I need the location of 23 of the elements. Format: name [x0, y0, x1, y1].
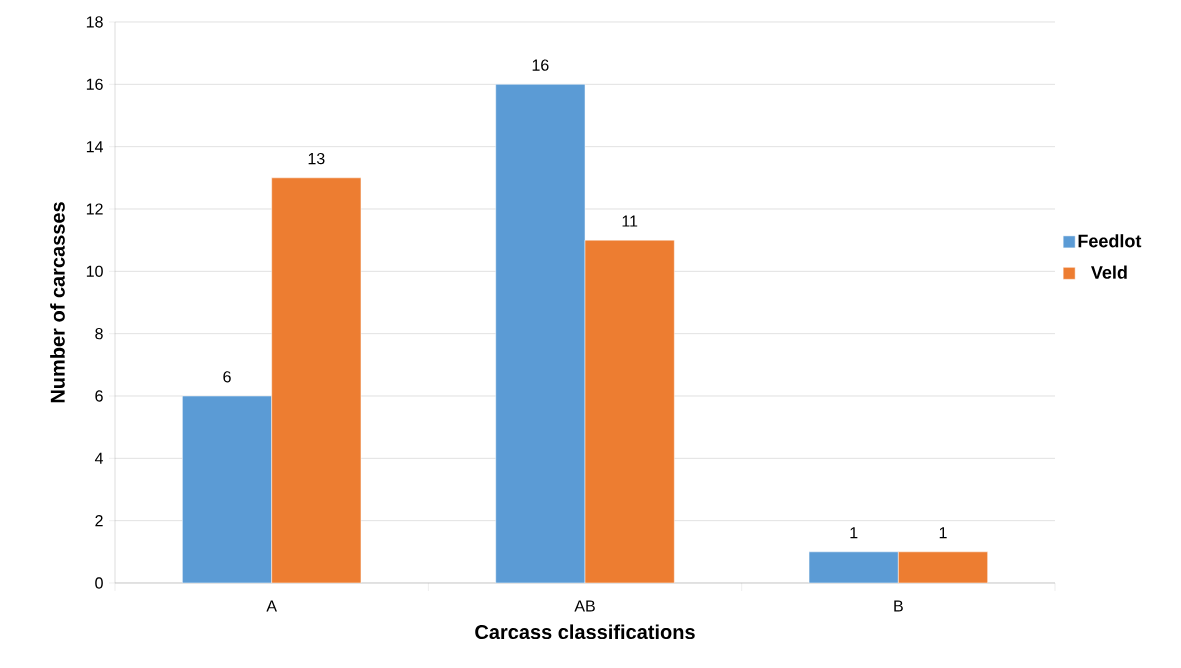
y-tick-label: 18: [86, 16, 103, 28]
x-tick-label: AB: [574, 600, 595, 612]
data-label: 1: [850, 527, 858, 539]
data-label: 11: [622, 215, 638, 227]
data-label: 16: [532, 59, 549, 71]
y-tick-label: 6: [95, 390, 103, 402]
y-axis-title: Number of carcasses: [50, 202, 65, 403]
y-tick-label: 10: [86, 265, 103, 277]
data-label: 13: [308, 152, 325, 165]
x-tick-label: A: [266, 600, 277, 612]
legend-label: Veld: [1091, 265, 1127, 279]
y-tick-label: 16: [86, 78, 103, 90]
y-tick-label: 14: [86, 141, 104, 153]
data-label: 1: [939, 527, 947, 539]
x-tick-label: B: [894, 600, 903, 612]
y-tick-label: 8: [95, 327, 103, 340]
y-tick-label: 2: [95, 515, 103, 527]
y-tick-label: 12: [86, 203, 103, 215]
legend-label: Feedlot: [1078, 234, 1142, 248]
x-axis-title: Carcass classifications: [475, 624, 695, 640]
y-tick-label: 4: [94, 452, 104, 464]
data-label: 6: [223, 371, 231, 383]
y-tick-label: 0: [95, 577, 103, 589]
